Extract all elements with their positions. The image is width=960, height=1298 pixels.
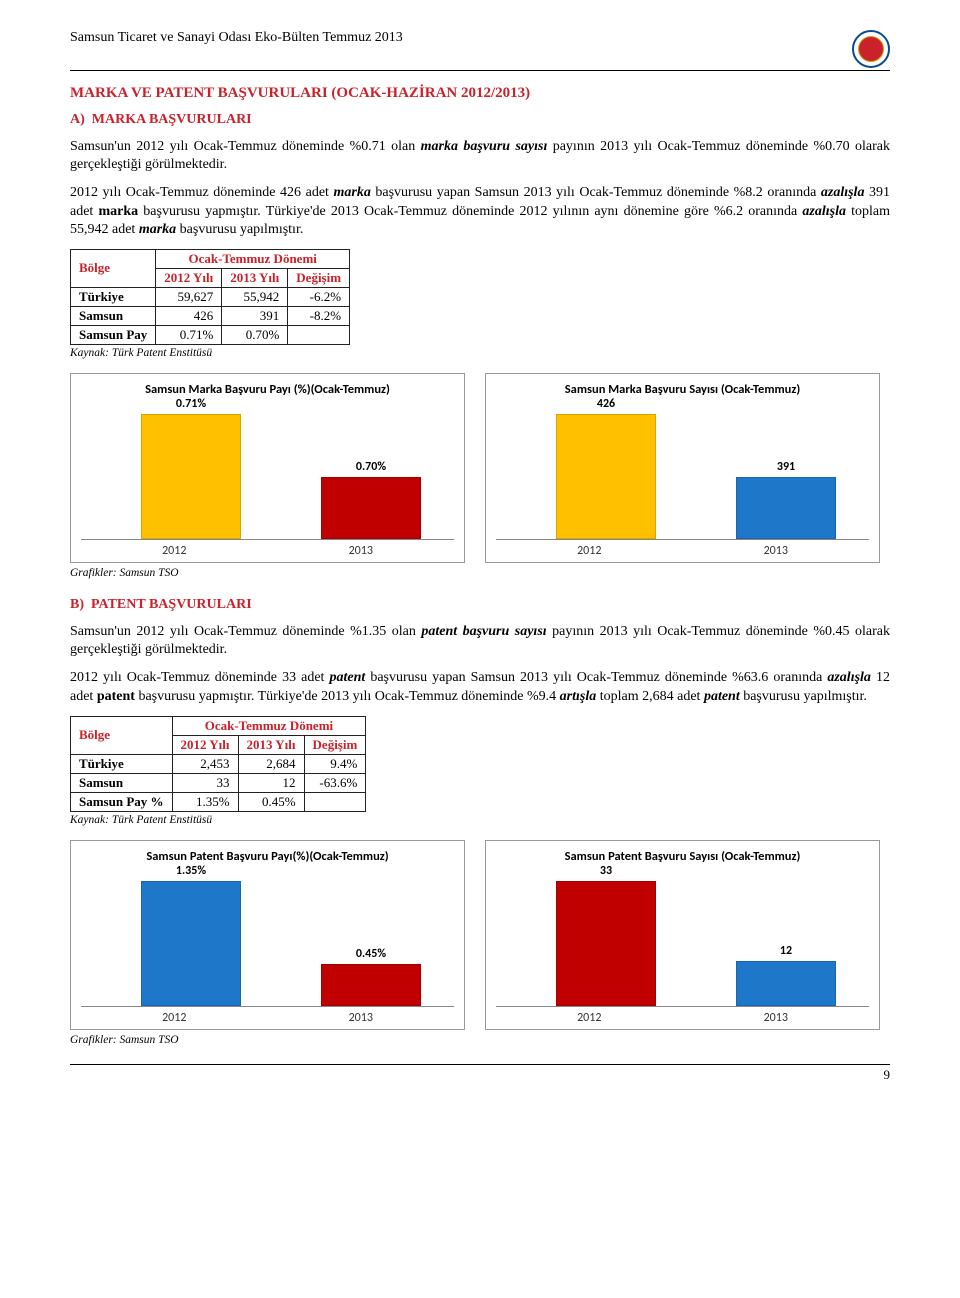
table-a-head-region: Bölge bbox=[71, 249, 156, 287]
bar-value-label: 426 bbox=[597, 397, 615, 411]
x-tick-label: 2013 bbox=[268, 1011, 455, 1025]
x-tick-label: 2012 bbox=[81, 544, 268, 558]
chart-a-left-xaxis: 20122013 bbox=[81, 544, 454, 558]
chart-a-left-plot: 0.71%0.70% bbox=[81, 403, 454, 540]
chart-b-left-title: Samsun Patent Başvuru Payı(%)(Ocak-Temmu… bbox=[81, 849, 454, 864]
bar-value-label: 391 bbox=[777, 460, 795, 474]
table-row: Samsun 33 12 -63.6% bbox=[71, 773, 366, 792]
a-charts: Samsun Marka Başvuru Payı (%)(Ocak-Temmu… bbox=[70, 373, 890, 563]
chart-a-right-title: Samsun Marka Başvuru Sayısı (Ocak-Temmuz… bbox=[496, 382, 869, 397]
table-a: Bölge Ocak-Temmuz Dönemi 2012 Yılı 2013 … bbox=[70, 249, 350, 345]
x-tick-label: 2012 bbox=[81, 1011, 268, 1025]
bar-rect bbox=[556, 881, 656, 1006]
chart-b-right-xaxis: 20122013 bbox=[496, 1011, 869, 1025]
bar-rect bbox=[141, 881, 241, 1006]
b-chart-source: Grafikler: Samsun TSO bbox=[70, 1034, 890, 1046]
table-a-col-2012: 2012 Yılı bbox=[156, 268, 222, 287]
header-title: Samsun Ticaret ve Sanayi Odası Eko-Bülte… bbox=[70, 30, 403, 46]
bar-value-label: 1.35% bbox=[176, 864, 206, 878]
section-a-heading: A) MARKA BAŞVURULARI bbox=[70, 112, 890, 128]
bar-value-label: 0.70% bbox=[356, 460, 386, 474]
x-tick-label: 2013 bbox=[268, 544, 455, 558]
table-a-col-2013: 2013 Yılı bbox=[222, 268, 288, 287]
b-charts: Samsun Patent Başvuru Payı(%)(Ocak-Temmu… bbox=[70, 840, 890, 1030]
a-paragraph-2: 2012 yılı Ocak-Temmuz döneminde 426 adet… bbox=[70, 184, 890, 239]
x-tick-label: 2012 bbox=[496, 544, 683, 558]
table-a-head-span: Ocak-Temmuz Dönemi bbox=[156, 249, 350, 268]
x-tick-label: 2012 bbox=[496, 1011, 683, 1025]
bar-rect bbox=[321, 964, 421, 1006]
bar-value-label: 0.45% bbox=[356, 947, 386, 961]
list-letter-b: B) bbox=[70, 597, 84, 612]
b-paragraph-1: Samsun'un 2012 yılı Ocak-Temmuz dönemind… bbox=[70, 623, 890, 659]
table-b-col-change: Değişim bbox=[304, 735, 366, 754]
bar-rect bbox=[736, 961, 836, 1006]
chart-b-left: Samsun Patent Başvuru Payı(%)(Ocak-Temmu… bbox=[70, 840, 465, 1030]
bar-rect bbox=[736, 477, 836, 539]
heading-a-text: MARKA BAŞVURULARI bbox=[92, 112, 252, 127]
chart-b-left-xaxis: 20122013 bbox=[81, 1011, 454, 1025]
table-b-head-span: Ocak-Temmuz Dönemi bbox=[172, 716, 366, 735]
bar-rect bbox=[321, 477, 421, 539]
chart-a-right: Samsun Marka Başvuru Sayısı (Ocak-Temmuz… bbox=[485, 373, 880, 563]
table-row: Samsun 426 391 -8.2% bbox=[71, 306, 350, 325]
b-paragraph-2: 2012 yılı Ocak-Temmuz döneminde 33 adet … bbox=[70, 669, 890, 705]
chart-bar: 0.71% bbox=[141, 397, 241, 539]
chart-b-right-plot: 3312 bbox=[496, 870, 869, 1007]
chart-a-left: Samsun Marka Başvuru Payı (%)(Ocak-Temmu… bbox=[70, 373, 465, 563]
bar-value-label: 33 bbox=[600, 864, 612, 878]
chart-bar: 426 bbox=[556, 397, 656, 539]
table-b-source: Kaynak: Türk Patent Enstitüsü bbox=[70, 814, 890, 826]
table-b-head-region: Bölge bbox=[71, 716, 173, 754]
table-row: Türkiye 59,627 55,942 -6.2% bbox=[71, 287, 350, 306]
chart-bar: 391 bbox=[736, 460, 836, 539]
table-row: Samsun Pay 0.71% 0.70% bbox=[71, 325, 350, 344]
chart-a-right-plot: 426391 bbox=[496, 403, 869, 540]
table-row: Samsun Pay % 1.35% 0.45% bbox=[71, 792, 366, 811]
chart-bar: 12 bbox=[736, 944, 836, 1006]
chart-b-left-plot: 1.35%0.45% bbox=[81, 870, 454, 1007]
bar-rect bbox=[556, 414, 656, 539]
heading-b-text: PATENT BAŞVURULARI bbox=[91, 597, 252, 612]
logo-icon bbox=[852, 30, 890, 68]
section-title: MARKA VE PATENT BAŞVURULARI (OCAK-HAZİRA… bbox=[70, 85, 890, 102]
chart-b-right: Samsun Patent Başvuru Sayısı (Ocak-Temmu… bbox=[485, 840, 880, 1030]
table-row: Türkiye 2,453 2,684 9.4% bbox=[71, 754, 366, 773]
bar-value-label: 12 bbox=[780, 944, 792, 958]
chart-a-right-xaxis: 20122013 bbox=[496, 544, 869, 558]
chart-bar: 1.35% bbox=[141, 864, 241, 1006]
chart-bar: 0.45% bbox=[321, 947, 421, 1006]
table-b: Bölge Ocak-Temmuz Dönemi 2012 Yılı 2013 … bbox=[70, 716, 366, 812]
section-b-heading: B) PATENT BAŞVURULARI bbox=[70, 597, 890, 613]
bar-rect bbox=[141, 414, 241, 539]
page-number: 9 bbox=[70, 1064, 890, 1083]
chart-a-left-title: Samsun Marka Başvuru Payı (%)(Ocak-Temmu… bbox=[81, 382, 454, 397]
x-tick-label: 2013 bbox=[683, 1011, 870, 1025]
table-b-col-2012: 2012 Yılı bbox=[172, 735, 238, 754]
a-paragraph-1: Samsun'un 2012 yılı Ocak-Temmuz dönemind… bbox=[70, 138, 890, 174]
chart-bar: 33 bbox=[556, 864, 656, 1006]
table-a-source: Kaynak: Türk Patent Enstitüsü bbox=[70, 347, 890, 359]
chart-bar: 0.70% bbox=[321, 460, 421, 539]
table-a-col-change: Değişim bbox=[288, 268, 350, 287]
bar-value-label: 0.71% bbox=[176, 397, 206, 411]
a-chart-source: Grafikler: Samsun TSO bbox=[70, 567, 890, 579]
chart-b-right-title: Samsun Patent Başvuru Sayısı (Ocak-Temmu… bbox=[496, 849, 869, 864]
table-b-col-2013: 2013 Yılı bbox=[238, 735, 304, 754]
page-header: Samsun Ticaret ve Sanayi Odası Eko-Bülte… bbox=[70, 30, 890, 71]
x-tick-label: 2013 bbox=[683, 544, 870, 558]
list-letter-a: A) bbox=[70, 112, 85, 127]
